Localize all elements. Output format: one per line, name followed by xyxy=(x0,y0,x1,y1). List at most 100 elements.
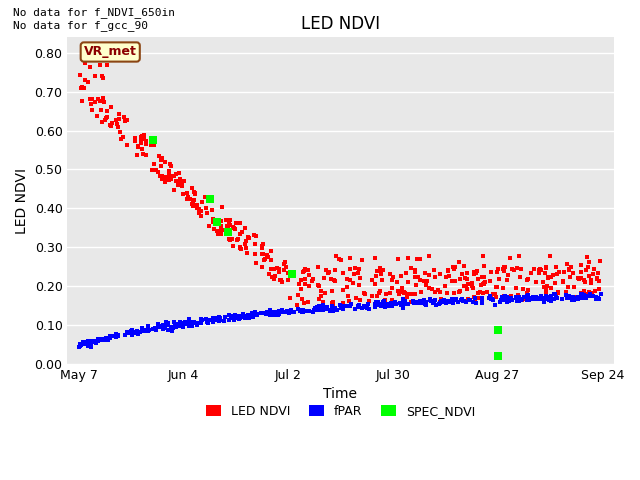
Point xyxy=(101,114,111,121)
Point xyxy=(298,308,308,316)
Point xyxy=(435,288,445,296)
Point xyxy=(406,264,416,272)
Point xyxy=(545,284,556,291)
Point xyxy=(266,247,276,255)
Point xyxy=(541,285,551,293)
Point xyxy=(114,110,124,118)
Point xyxy=(211,315,221,323)
Point xyxy=(76,341,86,349)
Point xyxy=(196,315,206,323)
Point xyxy=(112,331,122,339)
Point xyxy=(538,294,548,301)
Point xyxy=(122,141,132,149)
Point xyxy=(538,278,548,286)
Point xyxy=(420,269,430,276)
Point xyxy=(506,254,516,262)
Point xyxy=(590,288,600,295)
Point xyxy=(86,100,96,108)
Point xyxy=(527,293,538,301)
Point xyxy=(351,295,362,302)
Point xyxy=(502,293,513,301)
Point xyxy=(159,178,170,186)
Point xyxy=(297,308,307,316)
Point xyxy=(118,133,129,141)
Point xyxy=(459,283,469,290)
Point xyxy=(396,288,406,296)
Point xyxy=(427,285,437,292)
Point xyxy=(312,305,323,312)
Point xyxy=(235,314,245,322)
Point xyxy=(178,324,188,331)
Point xyxy=(303,307,314,314)
Point xyxy=(256,309,266,317)
Point xyxy=(538,295,548,302)
Point xyxy=(545,293,556,301)
Point xyxy=(281,264,291,271)
Point xyxy=(280,308,291,315)
Point xyxy=(428,299,438,306)
Point xyxy=(506,292,516,300)
Point xyxy=(425,296,435,303)
Point xyxy=(162,322,172,329)
Point xyxy=(416,298,426,306)
Point xyxy=(168,324,178,332)
Point xyxy=(410,266,420,274)
Point xyxy=(477,294,487,302)
Point xyxy=(500,293,510,300)
Point xyxy=(397,300,407,308)
Point xyxy=(127,331,138,338)
Point xyxy=(262,309,272,316)
Point xyxy=(439,298,449,305)
Point xyxy=(257,242,267,250)
Point xyxy=(548,271,558,279)
Point xyxy=(182,195,192,203)
Point xyxy=(223,316,234,324)
Point xyxy=(216,222,227,230)
Point xyxy=(286,307,296,314)
Point xyxy=(182,193,193,201)
Point xyxy=(581,294,591,302)
Point xyxy=(544,296,554,304)
Point xyxy=(86,339,97,347)
Point xyxy=(276,276,286,284)
Point xyxy=(386,299,396,307)
Point xyxy=(408,298,419,305)
Point xyxy=(328,298,339,306)
Point xyxy=(272,264,282,272)
Point xyxy=(380,303,390,311)
Point xyxy=(553,288,563,296)
Point xyxy=(501,296,511,303)
Point xyxy=(219,317,229,324)
Point xyxy=(147,167,157,174)
Point xyxy=(536,294,546,302)
Point xyxy=(415,255,425,263)
Point xyxy=(596,290,607,298)
Point xyxy=(517,295,527,303)
Point xyxy=(167,327,177,335)
Point xyxy=(592,274,602,281)
Point xyxy=(385,271,396,278)
Point xyxy=(439,296,449,304)
Point xyxy=(294,307,305,314)
Point xyxy=(214,314,225,322)
Point xyxy=(138,150,148,158)
Point xyxy=(244,314,254,322)
Point xyxy=(447,277,457,285)
Point xyxy=(196,207,207,215)
Point xyxy=(492,293,502,300)
Point xyxy=(479,280,490,288)
Point xyxy=(338,299,348,307)
Point xyxy=(493,264,504,272)
Point xyxy=(90,337,100,345)
Point xyxy=(86,338,96,346)
Point xyxy=(153,323,163,331)
Point xyxy=(584,288,595,296)
Point xyxy=(440,297,451,304)
Point xyxy=(127,331,138,339)
Point xyxy=(372,267,382,275)
Point xyxy=(209,316,219,324)
Point xyxy=(565,273,575,281)
Point xyxy=(558,278,568,286)
Point xyxy=(189,189,200,197)
Point xyxy=(507,296,517,303)
